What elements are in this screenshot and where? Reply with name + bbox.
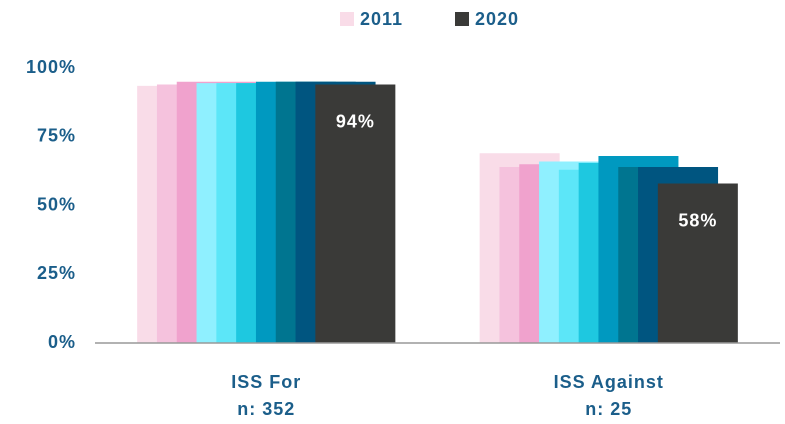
legend-swatch: [340, 12, 354, 26]
legend-swatch: [455, 12, 469, 26]
y-tick-label: 25%: [37, 263, 76, 283]
bar: [657, 183, 738, 343]
y-tick-label: 100%: [26, 57, 76, 77]
bar: [315, 84, 396, 343]
sample-size: n: 25: [585, 399, 632, 419]
legend-label: 2011: [360, 9, 403, 29]
data-label: 58%: [678, 210, 717, 230]
x-tick-label: ISS For: [231, 372, 301, 392]
y-tick-label: 75%: [37, 126, 76, 146]
sample-size: n: 352: [237, 399, 295, 419]
y-tick-label: 50%: [37, 194, 76, 214]
data-label: 94%: [336, 111, 375, 131]
legend-label: 2020: [475, 9, 519, 29]
y-tick-label: 0%: [48, 332, 76, 352]
x-tick-label: ISS Against: [554, 372, 664, 392]
